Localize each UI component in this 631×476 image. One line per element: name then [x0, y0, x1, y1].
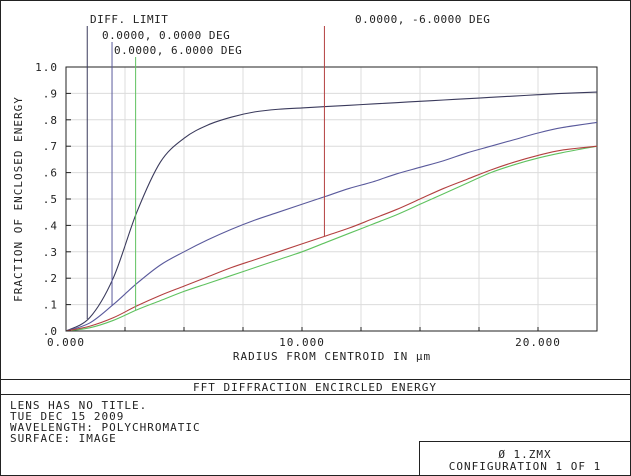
series-line-0 [65, 91, 598, 332]
y-tick-label: .5 [43, 193, 58, 206]
y-tick-label: .4 [43, 219, 58, 232]
series-line-3 [65, 145, 598, 332]
y-axis-title: FRACTION OF ENCLOSED ENERGY [12, 96, 25, 302]
legend: DIFF. LIMIT 0.0000, 0.0000 DEG 0.0000, 6… [90, 13, 490, 57]
y-tick-label: .6 [43, 167, 58, 180]
footer-info-line: TUE DEC 15 2009 [10, 410, 124, 423]
x-tick-label: 10.000 [279, 336, 325, 349]
tick-label-layer: .0 .1 .2 .3 .4 .5 .6 .7 .8 .9 1.0 0.000 10.000 20.000 [35, 61, 561, 349]
footer-configuration: CONFIGURATION 1 OF 1 [449, 460, 601, 473]
series-line-1 [65, 121, 598, 332]
footer-title: FFT DIFFRACTION ENCIRCLED ENERGY [193, 381, 437, 394]
legend-label-field-0: 0.0000, 0.0000 DEG [102, 29, 230, 42]
grid-layer [66, 67, 597, 331]
footer-info-line: SURFACE: IMAGE [10, 432, 117, 445]
y-tick-label: 1.0 [35, 61, 58, 74]
y-tick-label: .9 [43, 87, 58, 100]
plot-area: .0 .1 .2 .3 .4 .5 .6 .7 .8 .9 1.0 0.000 10.000 20.000 [35, 26, 598, 349]
footer-info-line: WAVELENGTH: POLYCHROMATIC [10, 421, 201, 434]
series-line-2 [65, 145, 598, 332]
y-tick-label: .1 [43, 299, 58, 312]
series-layer [65, 91, 598, 332]
y-tick-label: .2 [43, 272, 58, 285]
y-tick-label: .0 [43, 325, 58, 338]
legend-marker-layer [86, 26, 325, 320]
y-tick-label: .7 [43, 140, 58, 153]
x-tick-label: 20.000 [515, 336, 561, 349]
x-axis-title: RADIUS FROM CENTROID IN µm [233, 350, 431, 363]
legend-label-field-6: 0.0000, 6.0000 DEG [114, 44, 242, 57]
footer-file-name: Ø 1.ZMX [498, 448, 551, 461]
footer-panel: FFT DIFFRACTION ENCIRCLED ENERGY LENS HA… [0, 379, 631, 476]
footer-info-line: LENS HAS NO TITLE. [10, 399, 147, 412]
legend-label-field-neg6: 0.0000, -6.0000 DEG [355, 13, 490, 26]
y-tick-label: .8 [43, 114, 58, 127]
y-tick-label: .3 [43, 246, 58, 259]
legend-label-diff-limit: DIFF. LIMIT [90, 13, 168, 26]
x-tick-label: 0.000 [47, 336, 85, 349]
